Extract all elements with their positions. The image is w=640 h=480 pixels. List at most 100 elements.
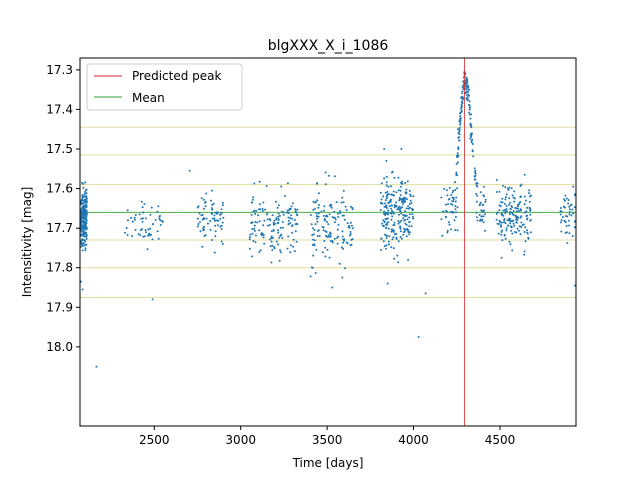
data-point (518, 229, 520, 232)
data-point (219, 217, 222, 220)
data-point (251, 228, 254, 231)
data-point (476, 182, 479, 185)
data-point (466, 86, 469, 89)
data-point (210, 212, 213, 215)
data-point (482, 185, 485, 188)
data-point (343, 239, 345, 242)
data-point (140, 217, 143, 220)
data-point (327, 174, 330, 177)
data-point (457, 136, 460, 139)
data-point (455, 211, 458, 214)
data-point (324, 171, 327, 174)
data-point (198, 221, 201, 224)
data-point (341, 230, 344, 233)
data-point (380, 201, 382, 204)
data-point (253, 229, 256, 232)
data-point (465, 79, 468, 82)
data-point (572, 185, 575, 188)
data-point (295, 240, 298, 243)
plot-frame (79, 57, 577, 427)
data-point (385, 195, 388, 198)
data-point (350, 243, 353, 246)
data-point (529, 231, 532, 234)
data-point (475, 211, 478, 214)
data-point (267, 224, 269, 227)
data-point (269, 245, 272, 248)
data-point (254, 234, 257, 237)
data-point (511, 194, 514, 197)
data-point (82, 244, 85, 247)
data-point (568, 208, 571, 211)
data-point (523, 250, 526, 253)
data-point (392, 247, 395, 250)
data-point (525, 210, 528, 213)
data-point (250, 221, 253, 224)
data-point (390, 218, 393, 221)
data-point (157, 237, 160, 240)
data-point (82, 186, 85, 189)
data-point (391, 215, 394, 218)
data-point (382, 195, 385, 198)
data-point (443, 187, 446, 190)
data-point (388, 205, 391, 208)
data-point (475, 192, 478, 195)
data-point (517, 205, 520, 208)
data-point (452, 189, 455, 192)
data-point (388, 227, 390, 230)
data-point (222, 216, 225, 219)
data-point (81, 288, 84, 291)
data-point (496, 222, 499, 225)
data-point (151, 238, 154, 241)
data-point (473, 167, 476, 170)
data-point (134, 228, 137, 231)
data-point (279, 249, 282, 252)
data-point (383, 202, 386, 205)
data-point (141, 206, 144, 209)
data-point (380, 182, 383, 185)
data-point (481, 210, 484, 213)
data-point (470, 113, 473, 116)
data-point (338, 262, 341, 265)
data-point (84, 181, 87, 184)
data-point (408, 189, 411, 192)
data-point (397, 261, 400, 264)
data-point (566, 231, 568, 234)
data-point (81, 227, 84, 230)
data-point (270, 235, 273, 238)
data-point (345, 209, 348, 212)
data-point (324, 246, 327, 249)
data-point (154, 219, 157, 221)
data-point (150, 233, 152, 236)
data-point (385, 223, 387, 226)
data-point (313, 244, 316, 247)
data-point (85, 222, 88, 225)
data-point (292, 245, 295, 248)
data-point (509, 211, 512, 214)
data-point (147, 234, 150, 237)
data-point (453, 181, 456, 184)
data-point (417, 336, 420, 338)
data-point (501, 201, 504, 204)
data-point (212, 202, 215, 205)
data-point (528, 192, 530, 195)
data-point (281, 221, 284, 223)
data-point (392, 190, 395, 193)
data-point (258, 208, 260, 211)
data-point (498, 219, 501, 222)
data-point (444, 215, 447, 218)
data-point (329, 235, 332, 238)
data-point (508, 240, 511, 243)
data-point (567, 199, 570, 201)
data-point (294, 230, 297, 233)
data-point (500, 231, 503, 233)
data-point (82, 232, 85, 235)
data-point (379, 191, 382, 194)
data-point (527, 236, 530, 239)
data-point (459, 117, 462, 120)
data-point (211, 208, 214, 211)
data-point (400, 212, 403, 215)
data-point (266, 211, 269, 214)
data-point (268, 218, 271, 221)
data-point (399, 236, 402, 238)
data-point (80, 220, 83, 223)
